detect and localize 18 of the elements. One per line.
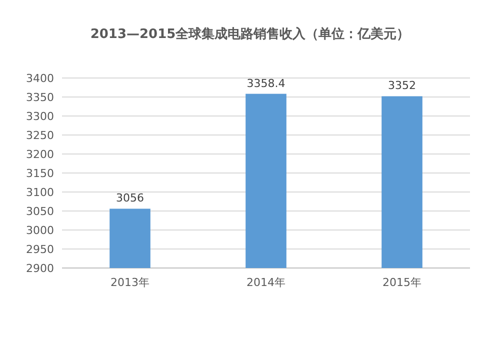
y-tick-label: 3000: [26, 224, 54, 237]
x-tick-label: 2015年: [382, 276, 422, 289]
y-tick-label: 3350: [26, 91, 54, 104]
y-tick-label: 3050: [26, 205, 54, 218]
y-tick-label: 3100: [26, 186, 54, 199]
x-tick-label: 2014年: [246, 276, 286, 289]
y-tick-label: 3150: [26, 167, 54, 180]
x-tick-label: 2013年: [110, 276, 150, 289]
data-label: 3056: [116, 192, 144, 205]
y-tick-label: 3200: [26, 148, 54, 161]
y-tick-label: 2900: [26, 262, 54, 275]
data-label: 3352: [388, 79, 416, 92]
y-tick-label: 3300: [26, 110, 54, 123]
y-tick-label: 2950: [26, 243, 54, 256]
data-label: 3358.4: [246, 76, 286, 90]
chart-title: 2013—2015全球集成电路销售收入（单位：亿美元）: [90, 26, 410, 42]
y-tick-label: 3400: [26, 72, 54, 85]
y-tick-label: 3250: [26, 129, 54, 142]
